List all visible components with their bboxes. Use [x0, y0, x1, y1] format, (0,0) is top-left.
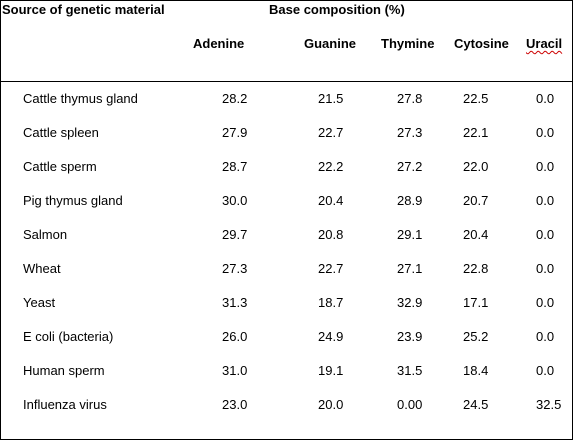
guanine-value: 22.2	[318, 159, 344, 174]
thymine-value: 32.9	[397, 295, 423, 310]
table-row: Cattle sperm 28.7 22.2 27.2 22.0 0.0	[0, 154, 573, 188]
table-body: Cattle thymus gland 28.2 21.5 27.8 22.5 …	[0, 86, 573, 426]
table-row: Cattle thymus gland 28.2 21.5 27.8 22.5 …	[0, 86, 573, 120]
cytosine-value: 24.5	[463, 397, 489, 412]
cytosine-value: 25.2	[463, 329, 489, 344]
adenine-value: 28.7	[222, 159, 248, 174]
thymine-value: 0.00	[397, 397, 423, 412]
table-row: Human sperm 31.0 19.1 31.5 18.4 0.0	[0, 358, 573, 392]
guanine-column-header: Guanine	[304, 36, 357, 51]
adenine-column-header: Adenine	[193, 36, 245, 51]
row-source-name: Yeast	[23, 295, 56, 310]
guanine-value: 22.7	[318, 261, 344, 276]
guanine-value: 24.9	[318, 329, 344, 344]
row-source-name: Cattle sperm	[23, 159, 97, 174]
cytosine-value: 22.5	[463, 91, 489, 106]
row-source-name: Salmon	[23, 227, 68, 242]
uracil-value: 0.0	[536, 159, 555, 174]
header-divider	[0, 81, 572, 82]
uracil-value: 0.0	[536, 363, 555, 378]
table-row: Pig thymus gland 30.0 20.4 28.9 20.7 0.0	[0, 188, 573, 222]
row-source-name: Influenza virus	[23, 397, 107, 412]
cytosine-value: 18.4	[463, 363, 489, 378]
adenine-value: 28.2	[222, 91, 248, 106]
guanine-value: 20.0	[318, 397, 344, 412]
uracil-value: 0.0	[536, 295, 555, 310]
uracil-value: 0.0	[536, 125, 555, 140]
table-row: Influenza virus 23.0 20.0 0.00 24.5 32.5	[0, 392, 573, 426]
thymine-value: 31.5	[397, 363, 423, 378]
thymine-value: 27.1	[397, 261, 423, 276]
adenine-value: 27.3	[222, 261, 248, 276]
guanine-value: 18.7	[318, 295, 344, 310]
uracil-value: 0.0	[536, 193, 555, 208]
thymine-value: 27.8	[397, 91, 423, 106]
cytosine-value: 17.1	[463, 295, 489, 310]
source-column-header: Source of genetic material	[2, 2, 165, 17]
thymine-value: 27.2	[397, 159, 423, 174]
guanine-value: 20.4	[318, 193, 344, 208]
row-source-name: Wheat	[23, 261, 61, 276]
adenine-value: 31.0	[222, 363, 248, 378]
adenine-value: 30.0	[222, 193, 248, 208]
uracil-value: 0.0	[536, 329, 555, 344]
uracil-column-header: Uracil	[526, 36, 563, 51]
table-row: Salmon 29.7 20.8 29.1 20.4 0.0	[0, 222, 573, 256]
cytosine-value: 22.0	[463, 159, 489, 174]
thymine-value: 23.9	[397, 329, 423, 344]
row-source-name: E coli (bacteria)	[23, 329, 114, 344]
uracil-value: 0.0	[536, 261, 555, 276]
row-source-name: Human sperm	[23, 363, 105, 378]
table-row: Wheat 27.3 22.7 27.1 22.8 0.0	[0, 256, 573, 290]
guanine-value: 22.7	[318, 125, 344, 140]
adenine-value: 31.3	[222, 295, 248, 310]
thymine-column-header: Thymine	[381, 36, 435, 51]
adenine-value: 29.7	[222, 227, 248, 242]
cytosine-value: 20.7	[463, 193, 489, 208]
thymine-value: 29.1	[397, 227, 423, 242]
guanine-value: 19.1	[318, 363, 344, 378]
thymine-value: 27.3	[397, 125, 423, 140]
table-row: Yeast 31.3 18.7 32.9 17.1 0.0	[0, 290, 573, 324]
cytosine-value: 22.1	[463, 125, 489, 140]
row-source-name: Cattle thymus gland	[23, 91, 138, 106]
table-row: Cattle spleen 27.9 22.7 27.3 22.1 0.0	[0, 120, 573, 154]
row-source-name: Cattle spleen	[23, 125, 99, 140]
base-composition-header: Base composition (%)	[269, 2, 405, 17]
cytosine-value: 22.8	[463, 261, 489, 276]
table-row: E coli (bacteria) 26.0 24.9 23.9 25.2 0.…	[0, 324, 573, 358]
adenine-value: 23.0	[222, 397, 248, 412]
uracil-value: 0.0	[536, 227, 555, 242]
cytosine-column-header: Cytosine	[454, 36, 509, 51]
adenine-value: 26.0	[222, 329, 248, 344]
uracil-value: 0.0	[536, 91, 555, 106]
thymine-value: 28.9	[397, 193, 423, 208]
uracil-value: 32.5	[536, 397, 562, 412]
adenine-value: 27.9	[222, 125, 248, 140]
guanine-value: 20.8	[318, 227, 344, 242]
row-source-name: Pig thymus gland	[23, 193, 123, 208]
cytosine-value: 20.4	[463, 227, 489, 242]
guanine-value: 21.5	[318, 91, 344, 106]
